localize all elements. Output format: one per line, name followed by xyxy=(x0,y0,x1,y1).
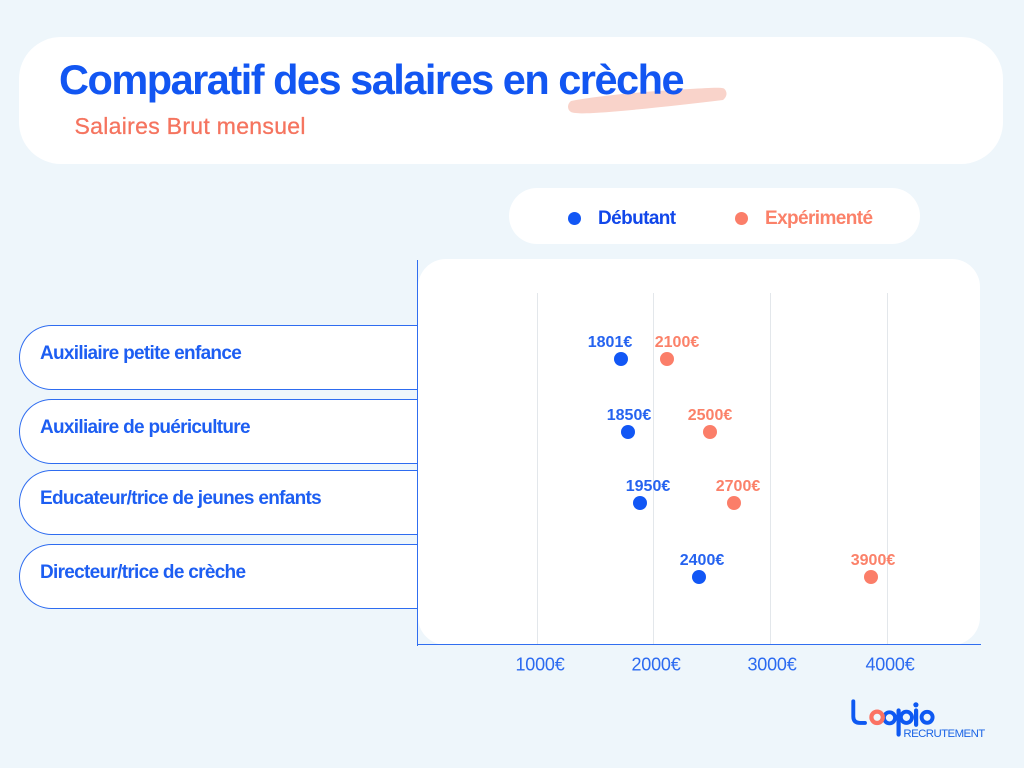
svg-text:RECRUTEMENT: RECRUTEMENT xyxy=(903,728,985,740)
